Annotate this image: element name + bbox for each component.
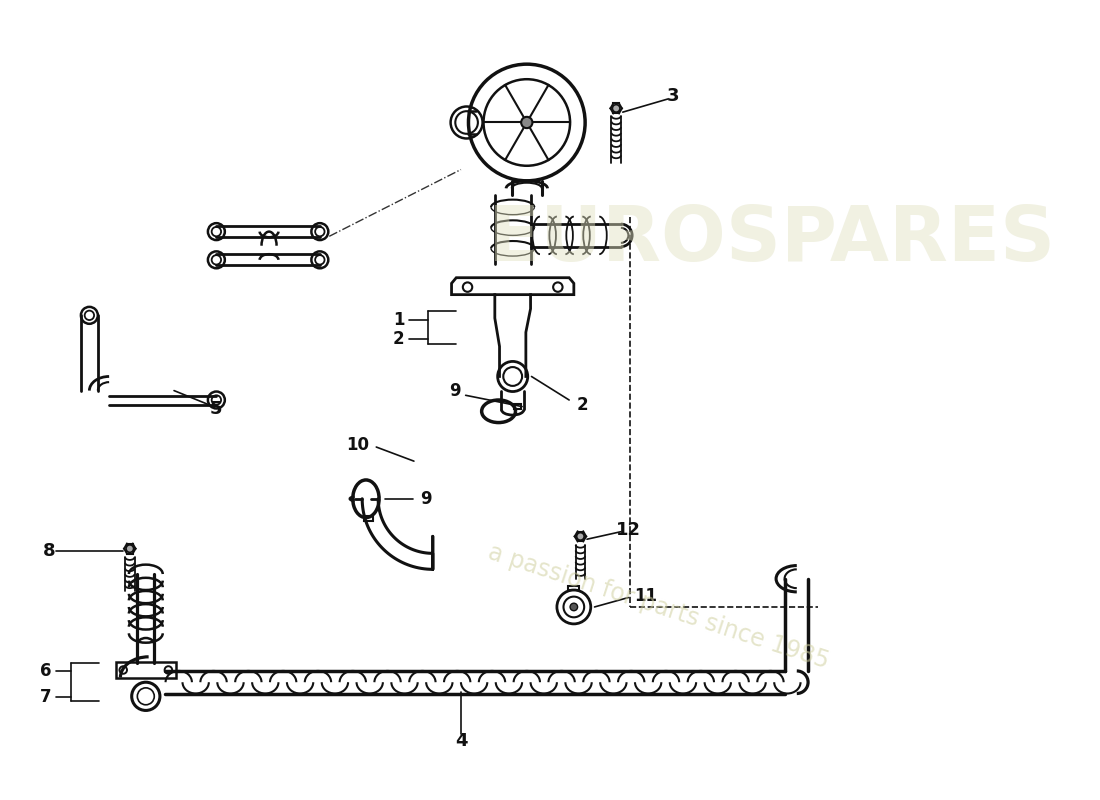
Circle shape <box>576 533 584 540</box>
Circle shape <box>521 117 532 128</box>
Text: 6: 6 <box>41 662 52 680</box>
Text: 7: 7 <box>40 688 52 706</box>
Text: 12: 12 <box>616 521 641 539</box>
Text: 3: 3 <box>667 87 679 105</box>
Text: 5: 5 <box>210 401 222 418</box>
Text: 8: 8 <box>43 542 55 561</box>
Text: 10: 10 <box>345 436 368 454</box>
Text: 4: 4 <box>454 731 467 750</box>
Circle shape <box>613 105 620 112</box>
Text: EUROSPARES: EUROSPARES <box>487 203 1055 277</box>
Text: a passion for parts since 1985: a passion for parts since 1985 <box>485 540 832 674</box>
Text: 9: 9 <box>420 490 432 508</box>
Text: 11: 11 <box>634 586 657 605</box>
Text: 9: 9 <box>449 382 461 399</box>
Circle shape <box>570 603 578 610</box>
Circle shape <box>126 545 133 552</box>
Text: 2: 2 <box>576 396 588 414</box>
Text: 2: 2 <box>393 330 405 348</box>
Text: 1: 1 <box>393 311 405 329</box>
